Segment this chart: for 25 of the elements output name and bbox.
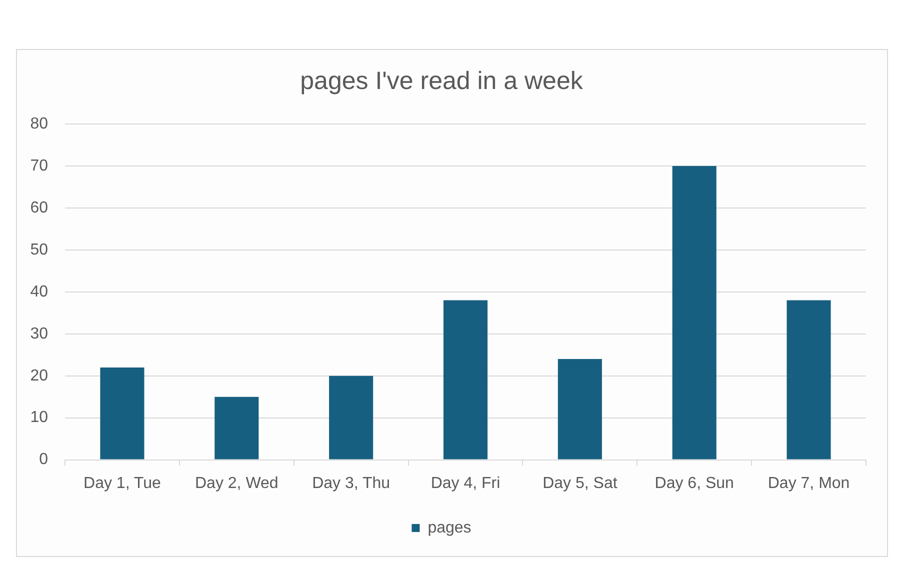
bar (786, 300, 831, 460)
y-tick-label: 70 (30, 157, 48, 174)
y-tick-label: 30 (30, 325, 48, 342)
x-tick-label: Day 7, Mon (768, 474, 850, 492)
x-tick-label: Day 2, Wed (194, 474, 278, 492)
y-tick-label: 0 (39, 451, 48, 468)
x-tick-label: Day 5, Sat (542, 474, 618, 492)
y-tick-label: 10 (30, 409, 48, 426)
x-tick-label: Day 6, Sun (654, 474, 734, 492)
bar (443, 300, 488, 460)
y-tick-label: 50 (30, 241, 48, 258)
bar (100, 367, 144, 460)
bar (672, 166, 716, 460)
y-tick-label: 40 (30, 283, 48, 300)
x-tick-label: Day 1, Tue (84, 474, 162, 492)
bar (329, 376, 374, 460)
y-tick-label: 60 (30, 199, 48, 216)
legend-label: pages (428, 519, 472, 536)
x-tick-label: Day 3, Thu (312, 474, 390, 492)
y-tick-label: 80 (30, 115, 48, 132)
y-tick-label: 20 (30, 367, 48, 384)
bar (558, 359, 602, 460)
bar (214, 396, 259, 460)
x-tick-label: Day 4, Fri (430, 474, 500, 492)
chart-title: pages I've read in a week (300, 66, 584, 95)
